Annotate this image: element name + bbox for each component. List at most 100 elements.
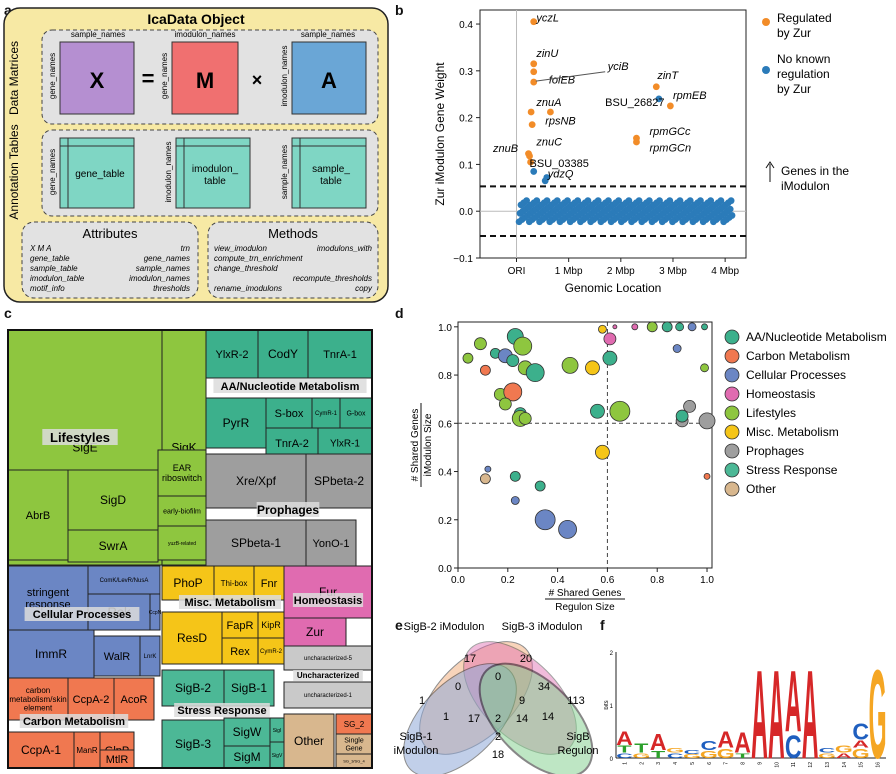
legend-label: by Zur (777, 26, 811, 40)
treemap-label: yuzB-related (168, 541, 196, 547)
gene-point (707, 197, 715, 205)
imodulon-point (612, 324, 618, 330)
treemap-label: Xre/Xpf (236, 474, 277, 488)
gene-point (697, 197, 704, 205)
treemap-cell-yono1 (305, 519, 357, 567)
venn-sigb (478, 662, 594, 774)
method-item: change_threshold (214, 264, 278, 273)
gene-point (625, 197, 633, 205)
y-tick-label: 0.2 (459, 114, 473, 125)
logo-letter: A (835, 752, 852, 759)
imodulon-point (558, 520, 577, 539)
treemap-label: SG_3/SG_4 (343, 758, 365, 763)
legend-label: Homeostasis (746, 387, 815, 401)
sample-table-l1: sample_ (312, 164, 350, 175)
treemap-label: ImmR (35, 647, 67, 661)
logo-letter: C (684, 749, 701, 755)
treemap-label: TnrA-2 (275, 438, 309, 450)
x-tick-label: 1 Mbp (555, 266, 583, 277)
treemap-cell-fnr (253, 565, 285, 601)
imodulon-point (510, 496, 520, 505)
x-tick-label: 0.4 (551, 575, 565, 586)
logo-position: 15 (859, 762, 865, 768)
y-tick-label: 0.0 (438, 564, 452, 575)
gene-point (728, 212, 736, 219)
treemap-cell-yuzB (157, 525, 207, 561)
imodulon-table-side: imodulon_names (164, 142, 173, 203)
legend-label: Other (746, 482, 776, 496)
legend-label: Cellular Processes (746, 368, 846, 382)
gene-label: folEB (549, 74, 575, 86)
logo-letter: A (852, 739, 869, 750)
zur-regulated-point (527, 158, 534, 166)
imodulon-point (698, 412, 716, 430)
treemap-label: YlxR-1 (330, 439, 360, 450)
gene-label: znuA (535, 97, 561, 109)
treemap-label: early-biofilm (163, 508, 201, 515)
treemap-label: ResD (177, 631, 207, 645)
treemap-cell-sigb3 (161, 719, 225, 769)
method-item: view_imodulon (214, 244, 267, 253)
treemap-label: Zur (306, 625, 324, 639)
icadata-diagram: IcaData Object Data Matrices sample_name… (3, 7, 389, 303)
treemap-label: SwrA (99, 539, 128, 553)
zur-regulated-point (527, 108, 535, 116)
logo-position: 16 (876, 762, 882, 768)
treemap-label: uncharacterized-1 (304, 693, 353, 699)
zur-regulated-point (633, 138, 640, 146)
imodulon-point (603, 332, 617, 346)
gene-point (635, 197, 643, 205)
treemap-label: SPbeta-2 (314, 474, 364, 488)
treemap-cell-sigd (67, 469, 159, 531)
venn-count: 0 (455, 681, 461, 693)
gene-label: ydzQ (547, 169, 574, 181)
gene-point (594, 197, 602, 205)
zur-regulated-point (666, 102, 674, 110)
x-tick-label: 4 Mbp (711, 266, 739, 277)
treemap-cell-zur (283, 617, 347, 647)
imodulon-point (503, 382, 523, 402)
gene-label: rpmGCc (650, 126, 691, 138)
logo-letter: A (734, 726, 751, 759)
annotation-tables-label: Annotation Tables (7, 124, 21, 219)
treemap-cell-tnra2 (265, 427, 319, 459)
treemap-cell-pyrr (205, 397, 267, 449)
legend-marker (724, 386, 740, 402)
treemap-label: S-box (275, 408, 304, 420)
treemap-cell-phop (161, 565, 215, 601)
unregulated-point (655, 95, 663, 103)
logo-y-title: bits (604, 700, 610, 709)
venn-count: 34 (538, 681, 550, 693)
legend-label: No known (777, 52, 830, 66)
label-leader (535, 71, 606, 82)
method-item: copy (355, 284, 373, 293)
treemap-cell-comk (87, 565, 161, 595)
logo-letter: G (700, 749, 718, 760)
logo-y-tick: 2 (610, 651, 614, 657)
gene-point (543, 197, 551, 205)
treemap-cell-immr (7, 629, 95, 679)
attribute-item: sample_names (136, 264, 190, 273)
category-label-box (19, 714, 129, 728)
plot-frame (479, 9, 747, 259)
zur-regulated-point (530, 68, 538, 76)
a-top-label: sample_names (301, 30, 355, 39)
gene-point (645, 197, 653, 205)
legend-marker (724, 443, 740, 459)
logo-letter: T (651, 749, 665, 760)
attribute-item: motif_info (30, 284, 65, 293)
category-label-lifestyles: Lifestyles (50, 430, 110, 445)
venn-count: 9 (519, 695, 525, 707)
x-axis-title: Genomic Location (565, 281, 662, 295)
treemap-label: element (24, 704, 53, 713)
gene-point (584, 197, 592, 205)
legend-marker-regulated (762, 18, 770, 26)
treemap-border (7, 329, 373, 769)
category-label-aanuc: AA/Nucleotide Metabolism (221, 381, 360, 393)
treemap-label: Fnr (261, 578, 278, 590)
imodulon-point (595, 444, 610, 460)
treemap-cell-unc5 (283, 645, 373, 671)
gene-label: rpmEB (673, 90, 707, 102)
category-label-box (213, 379, 367, 393)
logo-letter: G (683, 753, 701, 759)
